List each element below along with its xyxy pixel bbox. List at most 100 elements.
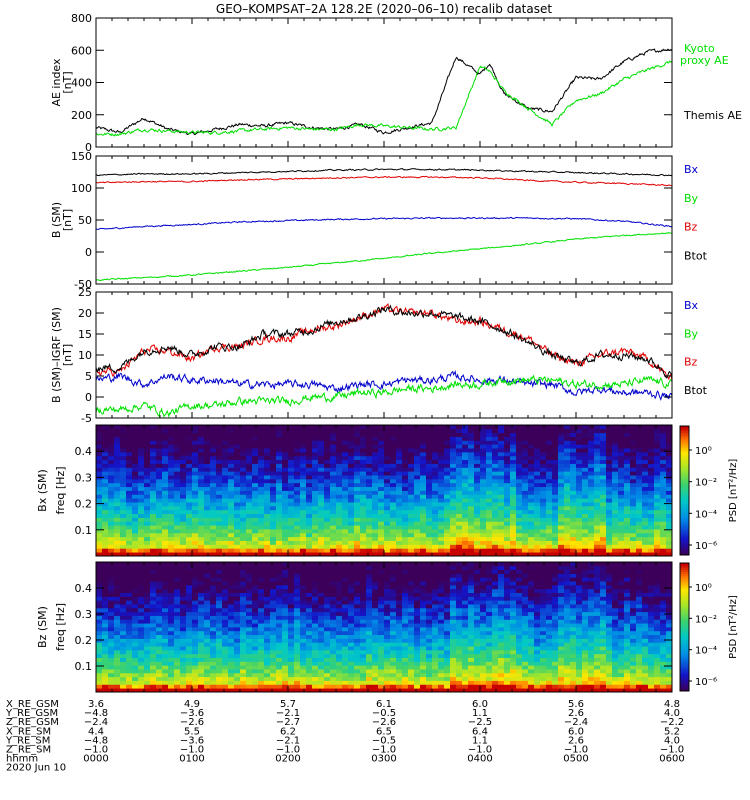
ephemeris-row-label: Y_RE_GSM [5, 708, 58, 719]
ephemeris-value: 5.5 [184, 726, 200, 737]
y-axis-label: AE index [50, 58, 63, 107]
colorbar-tick-label: 10⁻² [695, 614, 717, 625]
b-series-bz [96, 175, 672, 187]
ephemeris-value: −2.4 [564, 717, 588, 728]
ephemeris-value: 3.6 [88, 699, 104, 710]
ephemeris-value: 0400 [467, 754, 492, 765]
y-tick-label: 0.1 [75, 660, 93, 673]
y-tick-label: 0.1 [75, 524, 93, 537]
ephemeris-value: 0100 [179, 754, 204, 765]
ephemeris-value: −2.6 [372, 717, 396, 728]
ephemeris-value: −4.8 [84, 708, 108, 719]
y-tick-label: 20 [78, 307, 92, 320]
ephemeris-value: −1.0 [468, 745, 492, 756]
ephemeris-row-label: Y_RE_SM [5, 735, 50, 746]
ephemeris-value: 6.4 [472, 726, 488, 737]
b-series-bx [96, 216, 672, 230]
colorbar: 10⁰ 10⁻² 10⁻⁴ 10⁻⁶ [679, 425, 717, 556]
legend-bz: Bz [684, 221, 698, 234]
spec_bx-spectrogram [96, 425, 673, 557]
ephemeris-value: −2.7 [276, 717, 300, 728]
b-plot-area [96, 167, 672, 282]
b-series-by [96, 231, 672, 282]
dbn-series-bx [96, 369, 672, 402]
y-tick-label: -50 [74, 278, 92, 291]
ephemeris-value: 2.6 [568, 735, 584, 746]
panel-frame [95, 17, 673, 148]
ae-plot-area [96, 48, 672, 137]
colorbar-label: PSD [nT²/Hz] [728, 459, 739, 523]
ephemeris-value: 6.0 [472, 699, 488, 710]
ephemeris-value: −2.6 [180, 717, 204, 728]
y-axis-label: B (SM) [50, 202, 63, 238]
ephemeris-value: 4.9 [184, 699, 200, 710]
ephemeris-value: 4.8 [664, 699, 680, 710]
legend-btot: Btot [684, 384, 708, 397]
ephemeris-value: −1.0 [276, 745, 300, 756]
colorbar-label: PSD [nT²/Hz] [728, 595, 739, 659]
dbn-series-by [96, 374, 672, 418]
ephemeris-value: 4.4 [88, 726, 104, 737]
ae-series-kyoto-proxy-ae [96, 60, 672, 137]
y-axis-unit: [nT] [61, 209, 74, 231]
y-tick-label: 0 [85, 391, 92, 404]
y-tick-label: 0.2 [75, 498, 93, 511]
colorbar-tick-label: 10⁻⁴ [695, 646, 717, 657]
dbn-series-btot [96, 304, 672, 379]
ephemeris-row-label: hhmm [6, 754, 38, 765]
y-tick-label: 100 [71, 182, 92, 195]
legend-proxy-ae: proxy AE [680, 54, 729, 67]
legend-bx: Bx [684, 299, 699, 312]
ephemeris-value: −2.4 [84, 717, 108, 728]
y-axis-unit: [nT] [61, 71, 74, 93]
ephemeris-row-label: X_RE_SM [6, 726, 51, 737]
colorbar-tick-label: 10⁰ [695, 583, 712, 594]
legend-bx: Bx [684, 163, 699, 176]
ephemeris-value: −3.6 [180, 708, 204, 719]
y-tick-label: 200 [71, 109, 92, 122]
colorbar-tick-label: 10⁻⁶ [695, 677, 717, 688]
ephemeris-value: 5.6 [568, 699, 584, 710]
ephemeris-value: −2.5 [468, 717, 492, 728]
ephemeris-value: 0500 [563, 754, 588, 765]
ephemeris-value: 4.0 [664, 708, 680, 719]
y-tick-label: -5 [81, 412, 92, 425]
date-label: 2020 Jun 10 [6, 763, 66, 774]
y-axis-unit: [nT] [61, 344, 74, 366]
legend-kyoto: Kyoto [684, 42, 715, 55]
colorbar-tick-label: 10⁻² [695, 478, 717, 489]
y-tick-label: 0.3 [75, 471, 93, 484]
colorbar: 10⁰ 10⁻² 10⁻⁴ 10⁻⁶ [679, 562, 717, 692]
ephemeris-value: −2.1 [276, 735, 300, 746]
ephemeris-value: 1.1 [472, 735, 488, 746]
spec_bz-spectrogram [96, 562, 673, 693]
y-tick-label: 15 [78, 328, 92, 341]
legend-themis-ae: Themis AE [683, 109, 742, 122]
ephemeris-value: −1.0 [180, 745, 204, 756]
y-tick-label: 5 [85, 370, 92, 383]
ephemeris-value: 5.7 [280, 699, 296, 710]
y-axis-freq-label: freq [Hz] [54, 466, 67, 514]
ephemeris-value: −4.8 [84, 735, 108, 746]
y-tick-label: 800 [71, 12, 92, 25]
y-tick-label: 0 [85, 141, 92, 154]
ephemeris-value: −0.5 [372, 708, 396, 719]
ephemeris-value: 0600 [659, 754, 684, 765]
legend-btot: Btot [684, 249, 708, 262]
legend-by: By [684, 327, 699, 340]
ephemeris-value: 6.5 [376, 726, 392, 737]
legend-by: By [684, 192, 699, 205]
y-tick-label: 25 [78, 286, 92, 299]
colorbar-tick-label: 10⁻⁶ [695, 541, 717, 552]
ephemeris-value: 6.0 [568, 726, 584, 737]
panel-frame [95, 155, 673, 285]
ephemeris-value: −2.2 [660, 717, 684, 728]
colorbar-tick-label: 10⁰ [695, 446, 712, 457]
ephemeris-value: 1.1 [472, 708, 488, 719]
y-axis-label: Bx (SM) [36, 469, 49, 512]
ephemeris-value: −3.6 [180, 735, 204, 746]
y-tick-label: 50 [78, 214, 92, 227]
y-tick-label: 0.2 [75, 634, 93, 647]
colorbar-tick-label: 10⁻⁴ [695, 509, 717, 520]
